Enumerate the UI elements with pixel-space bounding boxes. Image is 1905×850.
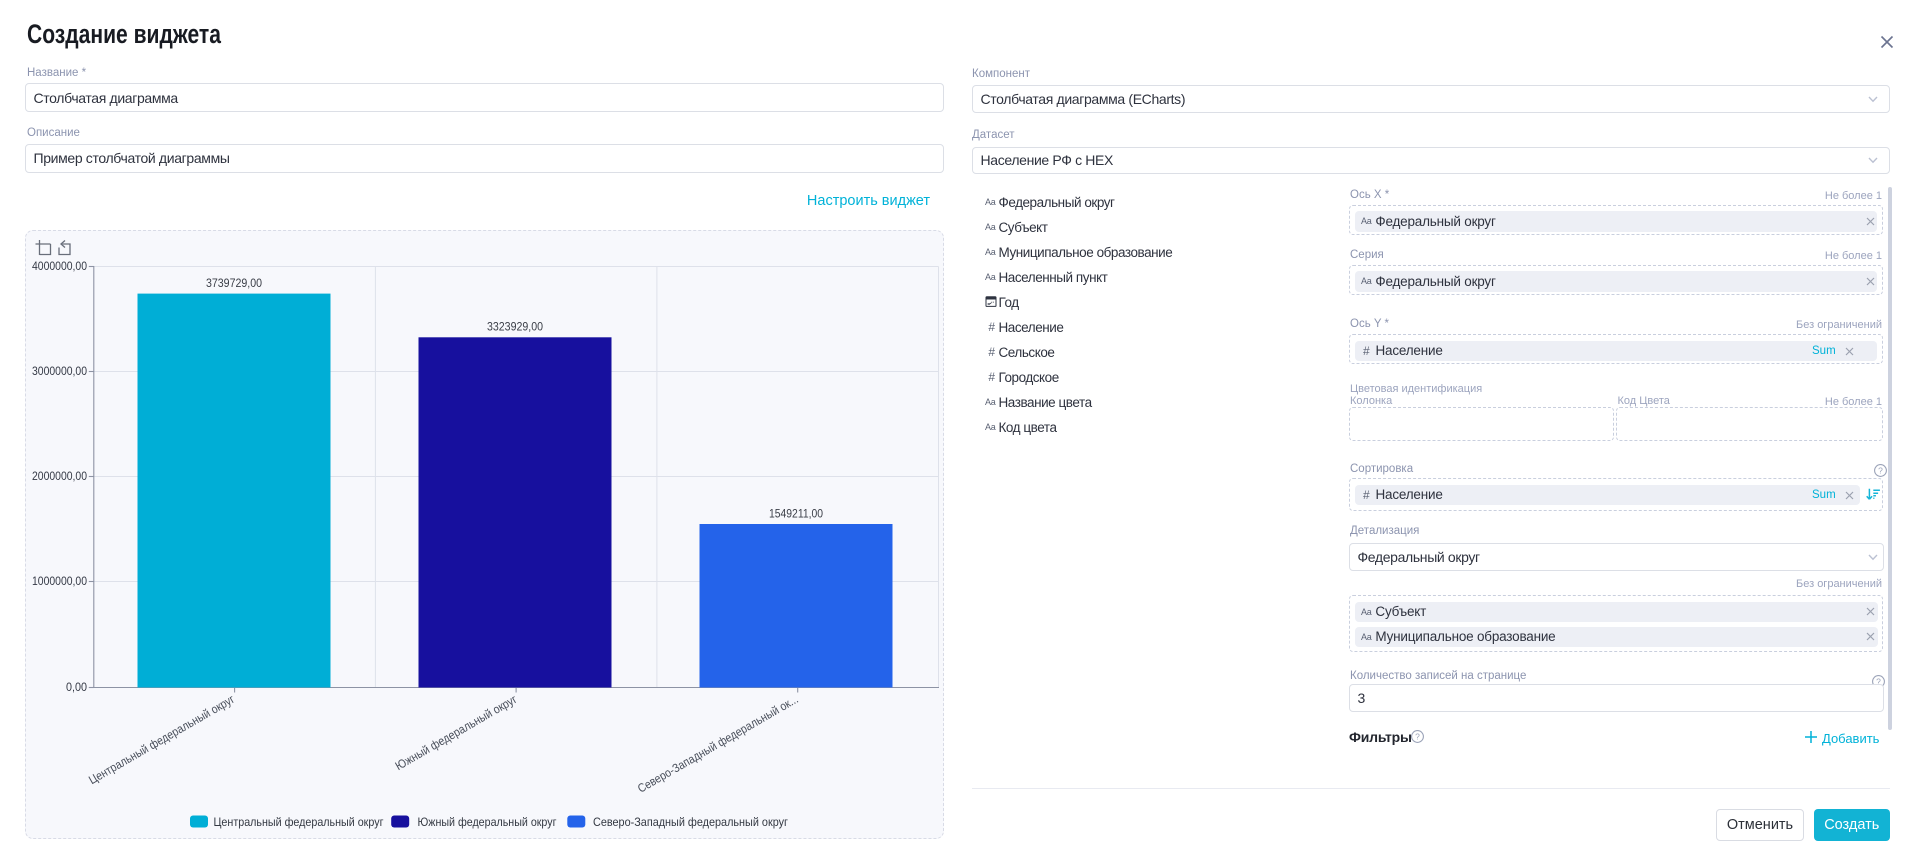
svg-text:?: ? — [1878, 465, 1883, 475]
svg-text:2000000,00: 2000000,00 — [32, 471, 87, 483]
svg-text:?: ? — [1415, 731, 1420, 741]
svg-text:Северо-Западный федеральный ок: Северо-Западный федеральный ок... — [635, 692, 800, 796]
svg-text:3739729,00: 3739729,00 — [206, 276, 262, 290]
svg-text:4000000,00: 4000000,00 — [32, 261, 87, 273]
svg-text:?: ? — [1876, 676, 1881, 686]
svg-text:1549211,00: 1549211,00 — [769, 506, 823, 520]
svg-text:Южный федеральный округ: Южный федеральный округ — [392, 692, 519, 773]
svg-text:Центральный федеральный округ: Центральный федеральный округ — [86, 692, 237, 787]
svg-text:Южный федеральный округ: Южный федеральный округ — [417, 815, 557, 829]
svg-text:3323929,00: 3323929,00 — [487, 320, 543, 334]
svg-text:1000000,00: 1000000,00 — [32, 576, 87, 588]
svg-text:Северо-Западный федеральный ок: Северо-Западный федеральный округ — [593, 815, 789, 829]
svg-text:Центральный федеральный округ: Центральный федеральный округ — [213, 815, 384, 829]
svg-text:3000000,00: 3000000,00 — [32, 366, 87, 378]
svg-text:0,00: 0,00 — [66, 682, 87, 694]
